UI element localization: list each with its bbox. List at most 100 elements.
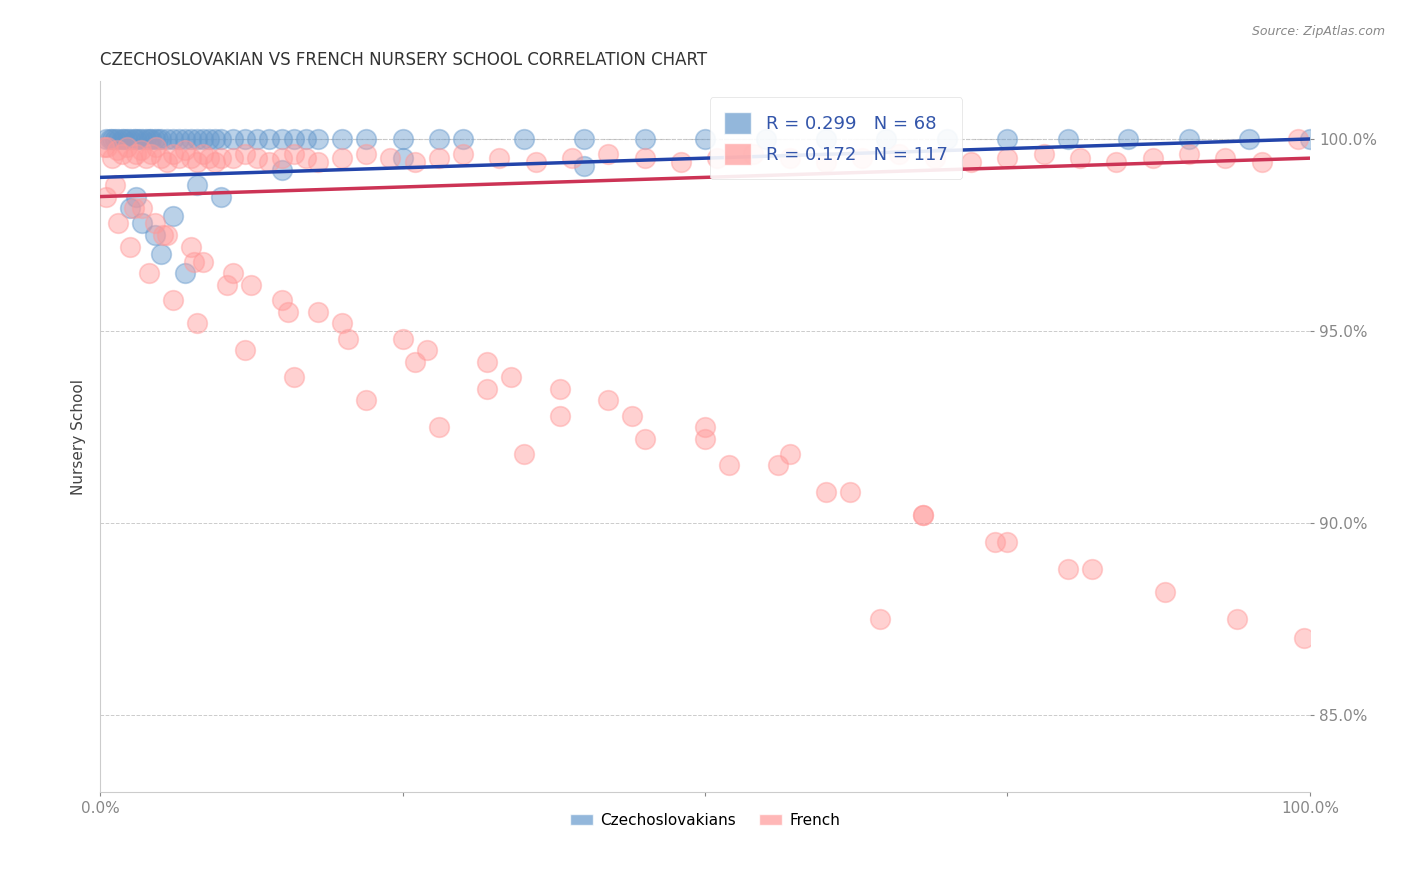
Point: [217, 277, 239, 292]
Point: [427, 151, 450, 165]
Point: [501, 370, 523, 384]
Point: [512, 132, 534, 146]
Point: [814, 132, 837, 146]
Point: [128, 132, 150, 146]
Point: [477, 382, 499, 396]
Point: [135, 151, 157, 165]
Point: [111, 147, 134, 161]
Point: [1057, 562, 1080, 576]
Point: [356, 147, 378, 161]
Point: [180, 132, 202, 146]
Point: [277, 305, 299, 319]
Point: [143, 132, 166, 146]
Point: [1239, 132, 1261, 146]
Point: [633, 132, 655, 146]
Point: [96, 189, 118, 203]
Point: [173, 132, 195, 146]
Point: [1286, 132, 1309, 146]
Point: [162, 209, 184, 223]
Point: [186, 132, 208, 146]
Point: [294, 132, 316, 146]
Point: [259, 132, 281, 146]
Point: [131, 217, 153, 231]
Point: [598, 393, 620, 408]
Point: [997, 151, 1019, 165]
Point: [222, 151, 245, 165]
Point: [1032, 147, 1054, 161]
Point: [404, 355, 426, 369]
Point: [183, 255, 205, 269]
Point: [204, 155, 226, 169]
Point: [173, 144, 195, 158]
Point: [129, 144, 152, 158]
Point: [1153, 585, 1175, 599]
Point: [693, 420, 716, 434]
Point: [283, 370, 305, 384]
Point: [139, 147, 162, 161]
Point: [209, 151, 232, 165]
Text: Source: ZipAtlas.com: Source: ZipAtlas.com: [1251, 25, 1385, 38]
Point: [1178, 147, 1201, 161]
Point: [209, 132, 232, 146]
Point: [233, 132, 256, 146]
Point: [233, 147, 256, 161]
Point: [148, 132, 170, 146]
Point: [96, 139, 118, 153]
Point: [122, 132, 145, 146]
Point: [598, 147, 620, 161]
Point: [984, 535, 1007, 549]
Point: [186, 155, 208, 169]
Point: [139, 132, 162, 146]
Point: [1105, 155, 1128, 169]
Point: [162, 147, 184, 161]
Point: [451, 132, 474, 146]
Point: [524, 155, 547, 169]
Y-axis label: Nursery School: Nursery School: [72, 378, 86, 495]
Point: [111, 132, 134, 146]
Point: [936, 132, 959, 146]
Point: [143, 227, 166, 242]
Point: [391, 132, 413, 146]
Point: [380, 151, 402, 165]
Point: [307, 155, 329, 169]
Point: [122, 201, 145, 215]
Point: [1250, 155, 1272, 169]
Point: [115, 132, 138, 146]
Point: [851, 151, 873, 165]
Point: [156, 132, 179, 146]
Point: [104, 132, 127, 146]
Point: [101, 151, 124, 165]
Point: [1299, 132, 1322, 146]
Point: [839, 485, 862, 500]
Point: [191, 255, 214, 269]
Point: [143, 217, 166, 231]
Point: [356, 132, 378, 146]
Point: [112, 132, 135, 146]
Point: [270, 293, 292, 308]
Point: [209, 189, 232, 203]
Point: [887, 147, 910, 161]
Point: [186, 178, 208, 192]
Point: [96, 132, 118, 146]
Point: [876, 132, 898, 146]
Point: [337, 332, 360, 346]
Point: [98, 132, 121, 146]
Point: [404, 155, 426, 169]
Point: [173, 267, 195, 281]
Point: [330, 151, 353, 165]
Point: [633, 151, 655, 165]
Point: [191, 132, 214, 146]
Point: [149, 132, 172, 146]
Point: [1118, 132, 1140, 146]
Point: [997, 535, 1019, 549]
Point: [621, 409, 644, 423]
Point: [391, 151, 413, 165]
Point: [180, 239, 202, 253]
Point: [222, 267, 245, 281]
Point: [477, 355, 499, 369]
Point: [754, 132, 776, 146]
Point: [270, 162, 292, 177]
Point: [1069, 151, 1091, 165]
Point: [222, 132, 245, 146]
Point: [548, 409, 571, 423]
